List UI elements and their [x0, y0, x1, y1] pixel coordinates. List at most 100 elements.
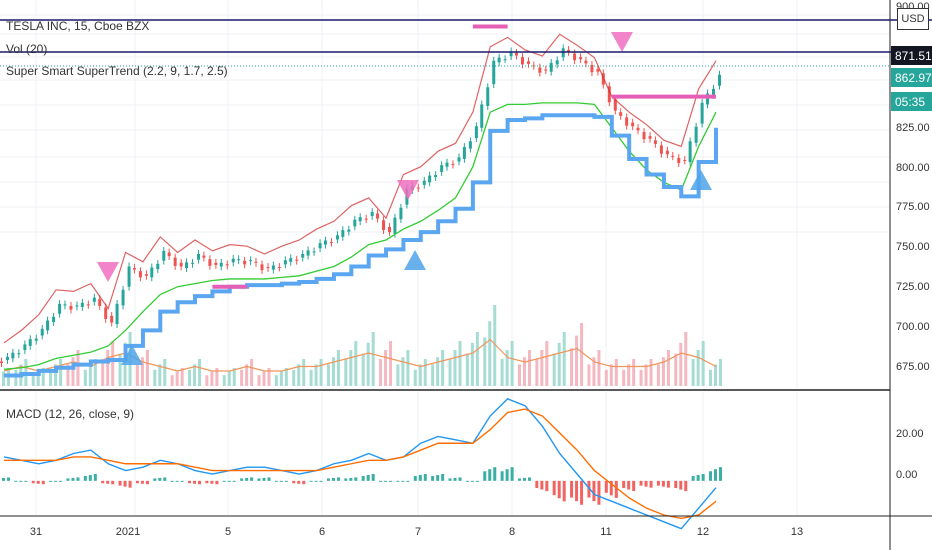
candlestick	[399, 207, 403, 220]
candlestick	[659, 145, 663, 154]
macd-histogram-bar	[366, 475, 370, 481]
volume-bar	[309, 369, 313, 386]
candlestick	[549, 62, 553, 72]
macd-indicator-label[interactable]: MACD (12, 26, close, 9)	[6, 407, 135, 421]
price-tick-label: 800.00	[896, 162, 930, 174]
sell-signal-marker	[611, 32, 633, 52]
candlestick	[277, 266, 281, 268]
macd-histogram-bar	[406, 480, 410, 482]
volume-bar	[500, 359, 504, 386]
candlestick	[382, 220, 386, 231]
price-tag: 05:35	[895, 95, 925, 109]
macd-histogram-bar	[522, 477, 526, 481]
volume-bar	[644, 364, 648, 386]
volume-bar	[66, 364, 70, 386]
macd-histogram-bar	[292, 480, 296, 484]
macd-histogram-bar	[297, 480, 301, 484]
candlestick	[700, 102, 704, 124]
macd-histogram-bar	[250, 477, 254, 481]
volume-indicator-label[interactable]: Vol (20)	[6, 42, 48, 56]
volume-bar	[274, 375, 278, 386]
volume-ma-line	[3, 338, 717, 372]
macd-histogram-bar	[465, 480, 469, 482]
macd-histogram-bar	[649, 480, 653, 488]
candlestick	[243, 260, 247, 265]
supertrend-lines	[3, 24, 718, 378]
macd-histogram-bar	[140, 480, 144, 484]
candlestick	[642, 131, 646, 140]
candlestick	[341, 230, 345, 237]
candlestick	[445, 162, 449, 167]
candlestick	[23, 344, 27, 351]
candlestick	[376, 213, 380, 219]
volume-bar	[587, 364, 591, 386]
volume-bar	[575, 335, 579, 386]
candlestick	[75, 305, 79, 307]
candlestick	[191, 262, 195, 264]
candlestick	[323, 240, 327, 245]
volume-bar	[666, 350, 670, 386]
candlestick	[358, 217, 362, 222]
time-axis-label: 12	[697, 526, 709, 538]
macd-histogram-bar	[527, 477, 531, 481]
time-axis-label: 13	[791, 526, 803, 538]
macd-histogram-bar	[614, 480, 618, 498]
macd-histogram-bar	[709, 471, 712, 481]
candlestick	[619, 112, 623, 116]
candlestick	[69, 305, 73, 310]
candlestick	[648, 136, 652, 139]
volume-bar	[649, 359, 653, 386]
volume-bar	[679, 342, 683, 386]
currency-button[interactable]: USD	[897, 8, 929, 30]
volume-bar	[389, 341, 393, 386]
volume-bar	[413, 369, 417, 386]
candlestick	[555, 60, 559, 65]
signal-line-red	[3, 33, 717, 344]
supertrend-indicator-label[interactable]: Super Smart SuperTrend (2.2, 9, 1.7, 2.5…	[6, 64, 228, 78]
macd-histogram-bar	[284, 480, 288, 482]
macd-panel	[2, 398, 722, 530]
volume-bar	[661, 357, 665, 386]
candlestick	[422, 180, 426, 185]
candlestick	[712, 88, 715, 96]
macd-histogram-bar	[163, 477, 167, 481]
macd-histogram-bar	[448, 478, 452, 481]
volume-bar	[632, 359, 636, 386]
time-axis-label: 7	[415, 526, 421, 538]
volume-bar	[656, 364, 660, 386]
candlestick	[567, 49, 571, 52]
candlestick	[115, 303, 119, 325]
volume-bar	[59, 359, 63, 386]
volume-bar	[701, 341, 705, 386]
macd-histogram-bar	[158, 477, 162, 481]
candlestick	[480, 104, 484, 128]
volume-bar	[396, 364, 400, 386]
macd-histogram-bar	[545, 480, 549, 492]
volume-bar	[674, 353, 678, 386]
macd-histogram-bar	[587, 480, 591, 498]
candlestick	[364, 218, 368, 220]
macd-histogram-bar	[453, 477, 457, 481]
candlestick	[98, 299, 102, 306]
volume-bar	[604, 369, 608, 386]
candlestick	[306, 250, 310, 256]
macd-histogram-bar	[344, 478, 348, 481]
price-tag: 862.97	[895, 71, 932, 85]
macd-histogram-bar	[193, 480, 197, 484]
macd-histogram-bar	[604, 480, 608, 493]
macd-histogram-bar	[423, 474, 427, 481]
macd-histogram-bar	[59, 480, 63, 482]
price-tick-label: 825.00	[896, 122, 930, 134]
volume-bar	[101, 359, 105, 386]
candlestick	[474, 126, 478, 139]
volume-bar	[535, 359, 539, 386]
candlestick	[584, 60, 588, 64]
volume-bar	[76, 350, 80, 386]
macd-histogram-bar	[145, 480, 149, 485]
candlestick	[295, 259, 299, 261]
volume-bar	[314, 364, 318, 386]
macd-histogram-bar	[118, 480, 122, 486]
time-axis-label: 2021	[116, 526, 140, 538]
macd-histogram-bar	[153, 478, 157, 481]
